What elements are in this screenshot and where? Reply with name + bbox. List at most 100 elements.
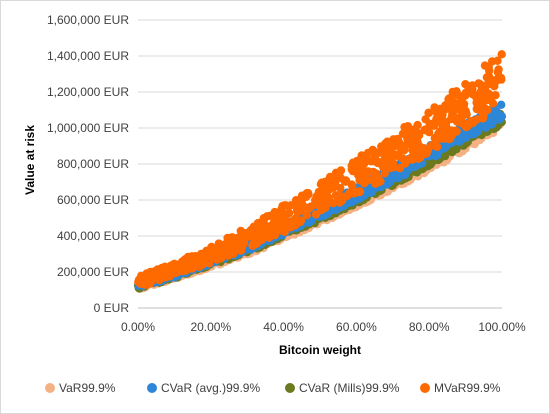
data-point [337,195,346,205]
x-tick-label: 80.00% [409,320,450,334]
data-point [430,103,439,112]
data-point [472,98,481,107]
data-point [366,157,375,166]
data-point [453,90,463,100]
data-point [371,169,381,178]
data-point [488,99,498,108]
data-point [166,264,175,273]
legend-label: MVaR99.9% [434,381,501,395]
data-point [318,195,327,204]
data-point [264,233,274,242]
data-point [483,105,492,115]
data-point [472,104,482,114]
data-point [421,125,430,134]
data-point [383,137,392,146]
data-point [269,221,278,230]
data-point [448,111,457,120]
data-point [137,271,146,281]
y-tick-label: 1,000,000 EUR [47,121,129,135]
x-tick-label: 40.00% [263,320,304,334]
data-point [302,211,311,220]
legend: VaR99.9% CVaR (avg.)99.9% CVaR (Mills)99.9… [45,381,501,395]
data-point [388,150,397,159]
data-point [336,166,346,175]
data-point [252,234,261,243]
data-point [487,57,497,66]
data-point [430,133,439,143]
data-point [147,273,156,282]
data-points [133,50,507,293]
data-point [306,202,315,211]
data-point [488,117,497,127]
x-tick-label: 20.00% [190,320,231,334]
data-point [234,242,243,252]
data-point [352,187,361,197]
data-point [373,159,383,168]
data-point [288,217,297,226]
data-point [385,176,394,185]
data-point [497,75,506,84]
data-point [439,142,448,151]
x-axis-title: Bitcoin weight [279,343,361,357]
data-point [227,237,236,247]
data-point [432,114,441,123]
data-point [202,250,211,259]
data-point [421,115,430,124]
data-point [410,162,419,171]
data-point [278,201,287,211]
data-point [420,149,430,159]
data-point [493,68,503,77]
data-point [395,163,405,173]
data-point [373,149,382,158]
data-point [497,50,506,59]
data-point [403,122,413,131]
data-point [210,252,220,262]
data-point [414,154,423,163]
data-point [314,187,324,197]
data-point [497,100,506,110]
data-point [275,216,284,226]
data-point [495,112,504,122]
data-point [424,108,434,118]
data-point [284,208,294,218]
data-point [229,249,238,259]
data-point [157,263,167,273]
data-point [407,155,417,164]
data-point [326,175,336,184]
y-tick-label: 1,600,000 EUR [47,13,129,27]
data-point [461,122,471,132]
x-axis-ticks: 0.00% 20.00% 40.00% 60.00% 80.00% 100.00% [121,320,526,334]
data-point [262,212,272,221]
data-point [258,234,267,243]
data-point [336,183,345,193]
data-point [438,110,447,120]
data-point [327,205,337,215]
data-point [395,143,405,152]
data-point [484,89,494,99]
legend-label: CVaR (Mills)99.9% [299,381,400,395]
data-point [198,258,208,268]
y-axis-title: Value at risk [23,125,37,195]
y-tick-label: 0 EUR [94,301,130,315]
y-tick-label: 200,000 EUR [57,265,129,279]
y-tick-label: 600,000 EUR [57,193,129,207]
data-point [435,127,445,136]
data-point [270,208,279,217]
data-point [491,91,500,100]
data-point [360,179,369,188]
data-point [349,163,358,173]
x-tick-label: 0.00% [121,320,155,334]
data-point [348,181,357,191]
y-tick-label: 800,000 EUR [57,157,129,171]
data-point [277,226,286,235]
data-point [478,114,488,123]
legend-marker [420,383,430,393]
data-point [461,91,470,100]
data-point [356,155,365,164]
data-point [297,199,307,208]
y-tick-label: 400,000 EUR [57,229,129,243]
data-point [409,140,418,149]
data-point [316,180,326,189]
data-point [257,220,267,229]
legend-marker [285,383,295,393]
